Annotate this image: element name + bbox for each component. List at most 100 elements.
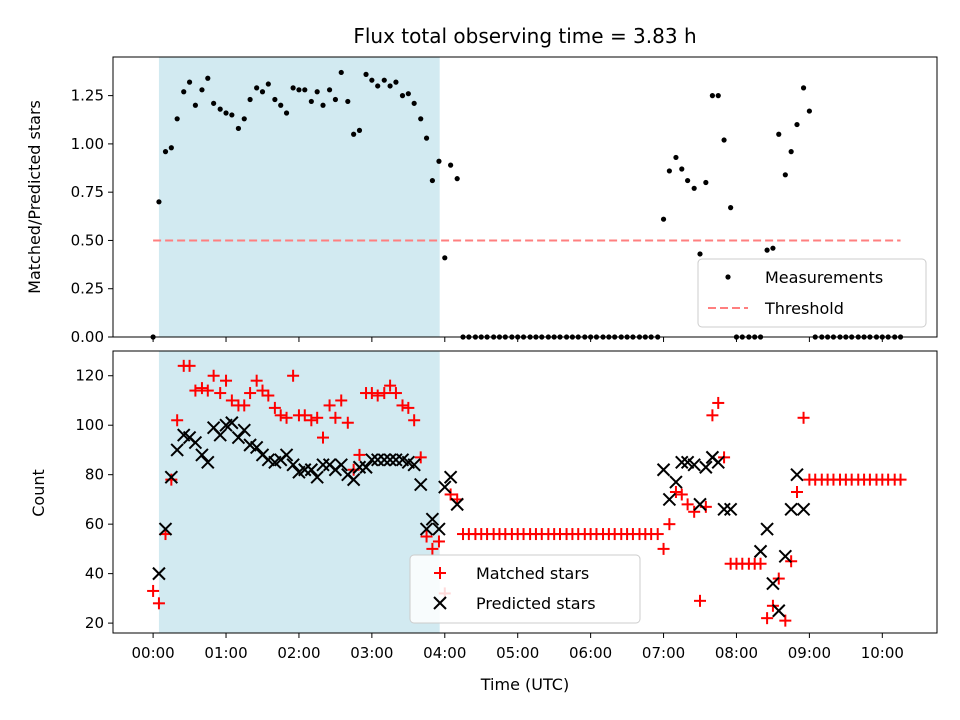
predicted-star-point	[687, 458, 701, 472]
measurement-point	[442, 255, 448, 261]
measurement-point	[660, 216, 667, 222]
measurement-point	[235, 125, 242, 132]
matched-star-point	[754, 557, 767, 570]
matched-star-point	[207, 369, 220, 382]
x-tick-label: 04:00	[423, 644, 466, 662]
bot-ytick-label: 120	[75, 367, 104, 385]
measurement-point	[332, 96, 339, 103]
bot-ytick-label: 80	[85, 466, 104, 484]
x-tick-label: 05:00	[496, 644, 539, 662]
measurement-point	[703, 179, 709, 186]
measurement-point	[423, 135, 430, 141]
matched-star-point	[371, 389, 384, 402]
predicted-star-point	[450, 497, 464, 512]
bot-ytick-label: 40	[85, 565, 104, 583]
predicted-star-point	[304, 463, 319, 477]
legend-predicted-marker	[433, 596, 447, 610]
matched-star-point	[268, 401, 281, 414]
matched-star-point	[675, 488, 688, 501]
predicted-star-point	[760, 522, 774, 536]
measurement-point	[205, 75, 211, 81]
matched-star-point	[444, 488, 457, 501]
bottom-legend: Matched stars Predicted stars	[409, 554, 641, 624]
measurement-point	[776, 131, 782, 137]
predicted-star-point	[389, 453, 403, 467]
measurement-point	[454, 176, 460, 182]
predicted-star-point	[693, 497, 707, 512]
matched-star-point	[688, 505, 701, 518]
predicted-star-point	[334, 458, 348, 472]
measurement-point	[673, 154, 679, 161]
measurement-point	[429, 177, 435, 184]
measurement-point	[387, 83, 393, 89]
x-tick-label: 10:00	[861, 644, 904, 662]
predicted-star-point	[298, 463, 312, 477]
top-observing-window	[158, 57, 440, 337]
top-ytick-label: 0.50	[71, 231, 104, 249]
x-tick-label: 06:00	[569, 644, 612, 662]
matched-star-point	[706, 409, 719, 422]
measurement-point	[314, 89, 320, 95]
top-panel-frame	[112, 56, 938, 338]
predicted-star-point	[249, 440, 264, 455]
matched-star-point	[779, 614, 792, 627]
predicted-star-point	[772, 604, 786, 618]
measurement-point	[356, 127, 363, 133]
matched-star-point	[323, 399, 336, 412]
top-ytick-label: 0.75	[71, 183, 104, 201]
predicted-star-point	[170, 443, 184, 457]
measurement-point	[715, 93, 721, 99]
measurement-point	[405, 91, 411, 97]
legend-predicted-label: Predicted stars	[476, 594, 596, 613]
predicted-star-point	[365, 453, 379, 467]
predicted-star-point	[662, 492, 677, 507]
matched-star-point	[214, 387, 227, 400]
predicted-star-point	[316, 458, 330, 472]
top-legend-box	[697, 258, 927, 328]
predicted-star-point	[432, 522, 446, 536]
measurement-point	[800, 85, 807, 91]
matched-star-point	[220, 374, 233, 387]
measurement-point	[186, 79, 193, 85]
predicted-star-point	[213, 428, 227, 442]
measurement-point	[399, 93, 406, 99]
measurement-point	[411, 100, 417, 106]
matched-star-point	[396, 399, 409, 412]
measurement-point	[345, 98, 351, 105]
matched-star-point	[341, 416, 354, 429]
predicted-star-point	[377, 453, 391, 467]
matched-star-point	[262, 389, 275, 402]
predicted-star-point	[231, 430, 246, 445]
matched-star-point	[305, 414, 318, 427]
x-tick-label: 01:00	[204, 644, 247, 662]
predicted-star-point	[711, 455, 725, 470]
predicted-star-point	[753, 544, 768, 559]
matched-star-point	[152, 597, 165, 610]
measurement-point	[247, 96, 253, 103]
matched-star-point	[712, 396, 725, 409]
measurement-point	[199, 87, 205, 93]
matched-star-point	[894, 473, 907, 486]
predicted-star-point	[425, 512, 440, 526]
predicted-star-point	[225, 416, 239, 430]
measurement-point	[721, 137, 727, 143]
measurement-point	[283, 110, 290, 116]
predicted-star-point	[656, 463, 671, 477]
top-legend: Measurements Threshold	[697, 258, 927, 328]
matched-star-point	[384, 379, 397, 392]
bot-observing-window	[158, 351, 440, 633]
measurement-point	[302, 87, 308, 93]
matched-star-point	[402, 401, 415, 414]
measurement-point	[217, 106, 223, 112]
x-tick-label: 03:00	[350, 644, 393, 662]
matched-star-point	[651, 528, 664, 541]
measurement-point	[666, 168, 672, 174]
predicted-star-point	[152, 566, 166, 581]
matched-star-point	[287, 369, 300, 382]
matched-star-point	[298, 409, 311, 422]
matched-star-point	[189, 384, 202, 397]
measurement-point	[697, 251, 703, 257]
x-axis-label: Time (UTC)	[480, 675, 569, 694]
measurement-point	[241, 116, 247, 122]
matched-star-point	[657, 542, 670, 555]
